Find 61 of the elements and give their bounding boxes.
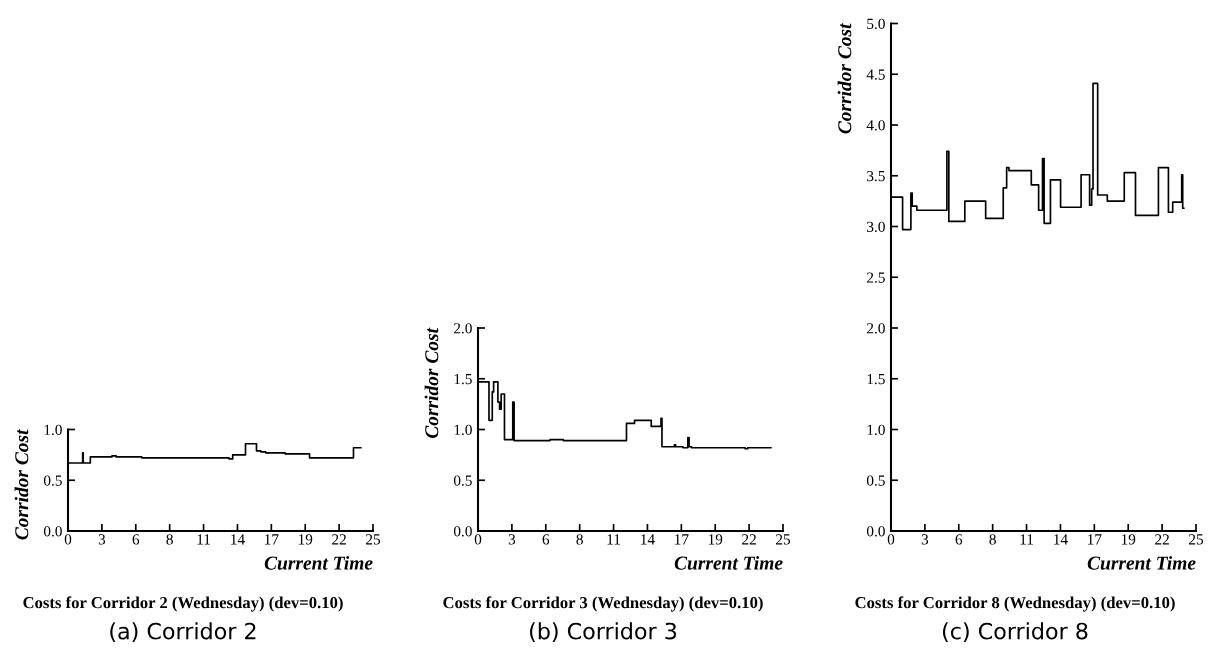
- x-tick-label: 22: [332, 534, 346, 545]
- y-tick-label: 0.5: [43, 475, 62, 486]
- x-tick-label: 11: [1020, 534, 1033, 545]
- y-tick-label: 1.0: [867, 424, 885, 436]
- y-axis-title: Corridor Cost: [14, 429, 29, 540]
- x-tick-label: 19: [1121, 534, 1136, 545]
- y-tick-label: 5.0: [867, 18, 885, 30]
- y-tick-label: 1.0: [44, 424, 62, 436]
- x-tick-label: 11: [197, 534, 210, 545]
- x-tick-label: 3: [98, 534, 106, 545]
- x-tick-label: 19: [708, 534, 723, 545]
- y-tick-label: 0.0: [453, 526, 472, 537]
- x-axis-title: Current Time: [674, 555, 783, 570]
- text: Costs for Corridor 3 (Wednesday) (dev=0.10): [443, 596, 763, 612]
- x-tick-label: 19: [298, 534, 313, 545]
- x-tick-label: 6: [542, 534, 550, 545]
- text: (a) Corridor 2: [110, 622, 256, 643]
- x-tick-label: 0: [887, 534, 895, 545]
- x-tick-label: 11: [607, 534, 620, 545]
- y-tick-label: 4.5: [866, 69, 885, 80]
- y-tick-label: 1.5: [454, 373, 472, 385]
- y-tick-label: 3.0: [867, 221, 885, 233]
- text: (b) Corridor 3: [530, 622, 677, 643]
- y-tick-label: 0.0: [43, 526, 62, 537]
- y-axis-title: Corridor Cost: [837, 23, 852, 134]
- y-tick-label: 2.0: [454, 323, 472, 334]
- x-tick-label: 8: [576, 534, 583, 545]
- x-axis-title: Current Time: [1087, 555, 1196, 570]
- x-tick-label: 14: [1054, 534, 1068, 545]
- y-tick-label: 1.5: [867, 373, 885, 385]
- y-tick-label: 1.0: [454, 424, 472, 436]
- x-tick-label: 25: [366, 534, 381, 545]
- x-tick-label: 25: [776, 534, 791, 545]
- x-tick-label: 6: [132, 534, 140, 545]
- y-tick-label: 0.5: [453, 475, 472, 486]
- x-tick-label: 14: [641, 534, 655, 545]
- text: (c) Corridor 8: [942, 622, 1088, 643]
- x-tick-label: 14: [231, 534, 245, 545]
- y-tick-label: 4.0: [866, 120, 885, 131]
- x-tick-label: 8: [989, 534, 996, 545]
- x-tick-label: 6: [955, 534, 963, 545]
- x-tick-label: 0: [474, 534, 482, 545]
- y-tick-label: 2.5: [867, 272, 885, 283]
- y-tick-label: 2.0: [867, 323, 885, 334]
- x-tick-label: 17: [675, 534, 689, 545]
- x-tick-label: 3: [508, 534, 516, 545]
- x-tick-label: 0: [64, 534, 72, 545]
- y-axis-title: Corridor Cost: [424, 327, 439, 439]
- y-tick-label: 0.0: [866, 526, 885, 537]
- x-tick-label: 3: [921, 534, 929, 545]
- y-tick-label: 0.5: [866, 475, 885, 486]
- text: Costs for Corridor 2 (Wednesday) (dev=0.10): [23, 596, 343, 612]
- x-tick-label: 22: [742, 534, 756, 545]
- text: Costs for Corridor 8 (Wednesday) (dev=0.10): [855, 596, 1175, 612]
- x-tick-label: 17: [265, 534, 279, 545]
- x-tick-label: 22: [1155, 534, 1169, 545]
- x-tick-label: 17: [1088, 534, 1102, 545]
- x-tick-label: 25: [1189, 534, 1204, 545]
- x-axis-title: Current Time: [264, 555, 373, 570]
- y-tick-label: 3.5: [867, 170, 885, 182]
- x-tick-label: 8: [166, 534, 173, 545]
